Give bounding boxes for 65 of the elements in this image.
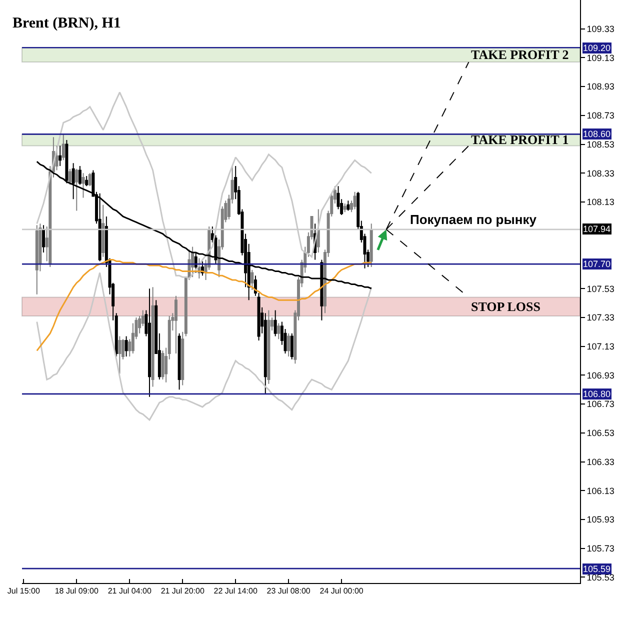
candlestick — [35, 224, 38, 295]
candlestick — [277, 322, 280, 340]
y-tick-label: 106.33 — [586, 456, 614, 467]
candlestick — [68, 168, 72, 186]
y-tick-label: 107.33 — [586, 312, 614, 323]
x-tick-label: 23 Jul 08:00 — [266, 586, 311, 596]
text: Brent (BRN), H1 — [12, 15, 121, 32]
candlestick — [82, 172, 85, 198]
y-tick-label: 105.53 — [586, 572, 614, 582]
candlestick — [151, 286, 154, 388]
x-tick-label: Jul 15:00 — [7, 586, 40, 596]
candlestick — [85, 176, 88, 187]
candlestick — [316, 208, 320, 254]
band-label: STOP LOSS — [471, 299, 540, 314]
band-label: TAKE PROFIT 2 — [471, 47, 569, 62]
x-tick-label: 22 Jul 14:00 — [214, 586, 258, 596]
y-tick-label: 106.73 — [586, 399, 614, 410]
y-tick-label: 108.13 — [586, 197, 614, 208]
candlestick — [174, 295, 178, 354]
candlestick — [343, 202, 346, 213]
ref-line-label: 105.59 — [583, 564, 611, 574]
candlestick — [290, 332, 294, 360]
x-tick-label: 24 Jul 00:00 — [320, 586, 364, 596]
y-tick-label: 108.73 — [586, 110, 614, 121]
candlestick — [102, 204, 105, 258]
candlestick — [178, 332, 181, 390]
y-tick-label: 108.93 — [586, 82, 614, 92]
candlestick — [353, 191, 356, 210]
x-tick-label: 21 Jul 04:00 — [108, 586, 152, 596]
candlestick — [75, 168, 78, 212]
x-tick-label: 18 Jul 09:00 — [54, 586, 99, 596]
y-tick-label: 106.13 — [586, 486, 614, 496]
candlestick — [88, 172, 92, 187]
line-series — [36, 272, 372, 421]
candlestick — [78, 165, 82, 186]
text: Покупаем по рынку — [410, 212, 538, 227]
y-tick-label: 106.53 — [586, 428, 614, 438]
candlestick — [124, 336, 128, 357]
band-label: TAKE PROFIT 1 — [471, 132, 569, 147]
candlestick — [118, 336, 122, 374]
candlestick — [42, 224, 46, 254]
candlestick — [370, 223, 373, 268]
ref-line-label: 108.60 — [583, 129, 611, 139]
y-tick-label: 108.53 — [586, 139, 614, 150]
ref-line-label: 109.20 — [583, 43, 611, 53]
ref-line-label: 107.94 — [583, 224, 611, 234]
y-tick-label: 108.33 — [586, 168, 614, 178]
candlestick — [250, 269, 254, 291]
ref-line-label: 106.80 — [583, 389, 611, 399]
y-tick-label: 105.73 — [586, 544, 614, 554]
y-tick-label: 107.53 — [586, 284, 614, 294]
candlestick — [287, 332, 290, 357]
y-tick-label: 109.13 — [586, 52, 614, 63]
line-series — [36, 259, 372, 352]
y-tick-label: 107.13 — [586, 341, 614, 352]
candlestick — [191, 246, 194, 278]
candlestick — [346, 200, 350, 212]
y-tick-label: 109.33 — [586, 24, 614, 34]
x-tick-label: 21 Jul 20:00 — [160, 586, 205, 596]
candlestick — [267, 310, 270, 384]
candlestick — [62, 134, 65, 161]
y-tick-label: 106.93 — [586, 370, 614, 380]
candlestick — [98, 192, 102, 262]
y-tick-label: 105.93 — [586, 514, 614, 525]
ref-line-label: 107.70 — [583, 259, 611, 269]
